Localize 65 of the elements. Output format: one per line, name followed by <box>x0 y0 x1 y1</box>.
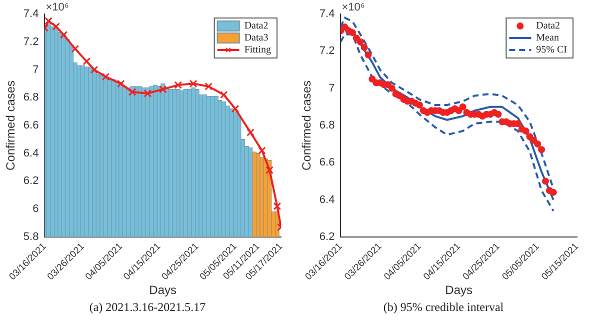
point <box>158 85 167 94</box>
x-axis-title: Days <box>149 283 177 298</box>
y-tick-label: 6.6 <box>319 156 335 169</box>
point <box>144 89 152 98</box>
point <box>60 30 68 39</box>
y-tick-label: 6.2 <box>319 230 335 243</box>
point <box>174 81 182 89</box>
point <box>364 51 372 58</box>
legend-label: Data2 <box>536 20 560 32</box>
point <box>258 146 266 154</box>
y-tick-label: 7.4 <box>319 8 335 20</box>
point <box>368 76 376 83</box>
point <box>273 202 281 210</box>
y-tick-label: 7.2 <box>319 45 335 58</box>
point <box>360 44 368 51</box>
point <box>128 88 136 96</box>
point <box>534 140 542 148</box>
y-tick-label: 7 <box>328 82 335 94</box>
y-tick-label: 6.2 <box>23 175 39 188</box>
y-tick-label: 7 <box>32 64 39 76</box>
legend-label: Fitting <box>244 44 272 56</box>
point <box>349 29 356 36</box>
point <box>459 103 466 110</box>
point <box>538 146 546 154</box>
legend-label: Data3 <box>244 32 268 44</box>
point <box>231 104 240 113</box>
legend-label: Mean <box>536 32 559 44</box>
point <box>494 110 502 118</box>
legend-label: Data2 <box>244 20 268 32</box>
point <box>204 82 213 90</box>
point <box>388 84 396 92</box>
point <box>189 80 198 88</box>
point <box>82 57 91 66</box>
x-axis-title: Days <box>445 283 473 298</box>
point <box>356 38 364 46</box>
text: (a) 2021.3.16-2021.5.17 <box>88 300 207 315</box>
point <box>522 128 530 135</box>
y-tick-label: 5.8 <box>23 230 39 243</box>
point <box>220 90 228 99</box>
y-tick-label: 6 <box>32 203 39 216</box>
annotation: ×10⁶ <box>342 2 365 14</box>
y-tick-label: 6.4 <box>23 147 39 160</box>
point <box>246 128 254 136</box>
y-tick-label: 6.6 <box>23 119 39 132</box>
point <box>71 44 80 53</box>
y-axis-title: Confirmed cases <box>300 80 314 170</box>
point <box>44 17 52 25</box>
point <box>102 72 110 81</box>
y-tick-label: 7.2 <box>23 36 39 48</box>
point <box>90 66 98 74</box>
legend-label: 95% CI <box>536 44 568 56</box>
point <box>416 102 423 109</box>
point <box>52 22 60 30</box>
y-tick-label: 6.8 <box>23 92 39 104</box>
point <box>550 188 557 196</box>
point <box>352 34 360 42</box>
point <box>266 166 274 174</box>
y-tick-label: 6.8 <box>319 119 335 132</box>
y-tick-label: 6.4 <box>319 194 335 206</box>
y-tick-label: 7.4 <box>23 8 39 20</box>
annotation: ×10⁶ <box>46 2 69 14</box>
text: (b) 95% credible interval <box>382 300 505 315</box>
point <box>116 80 125 88</box>
point <box>542 178 549 185</box>
y-axis-title: Confirmed cases <box>4 80 18 170</box>
